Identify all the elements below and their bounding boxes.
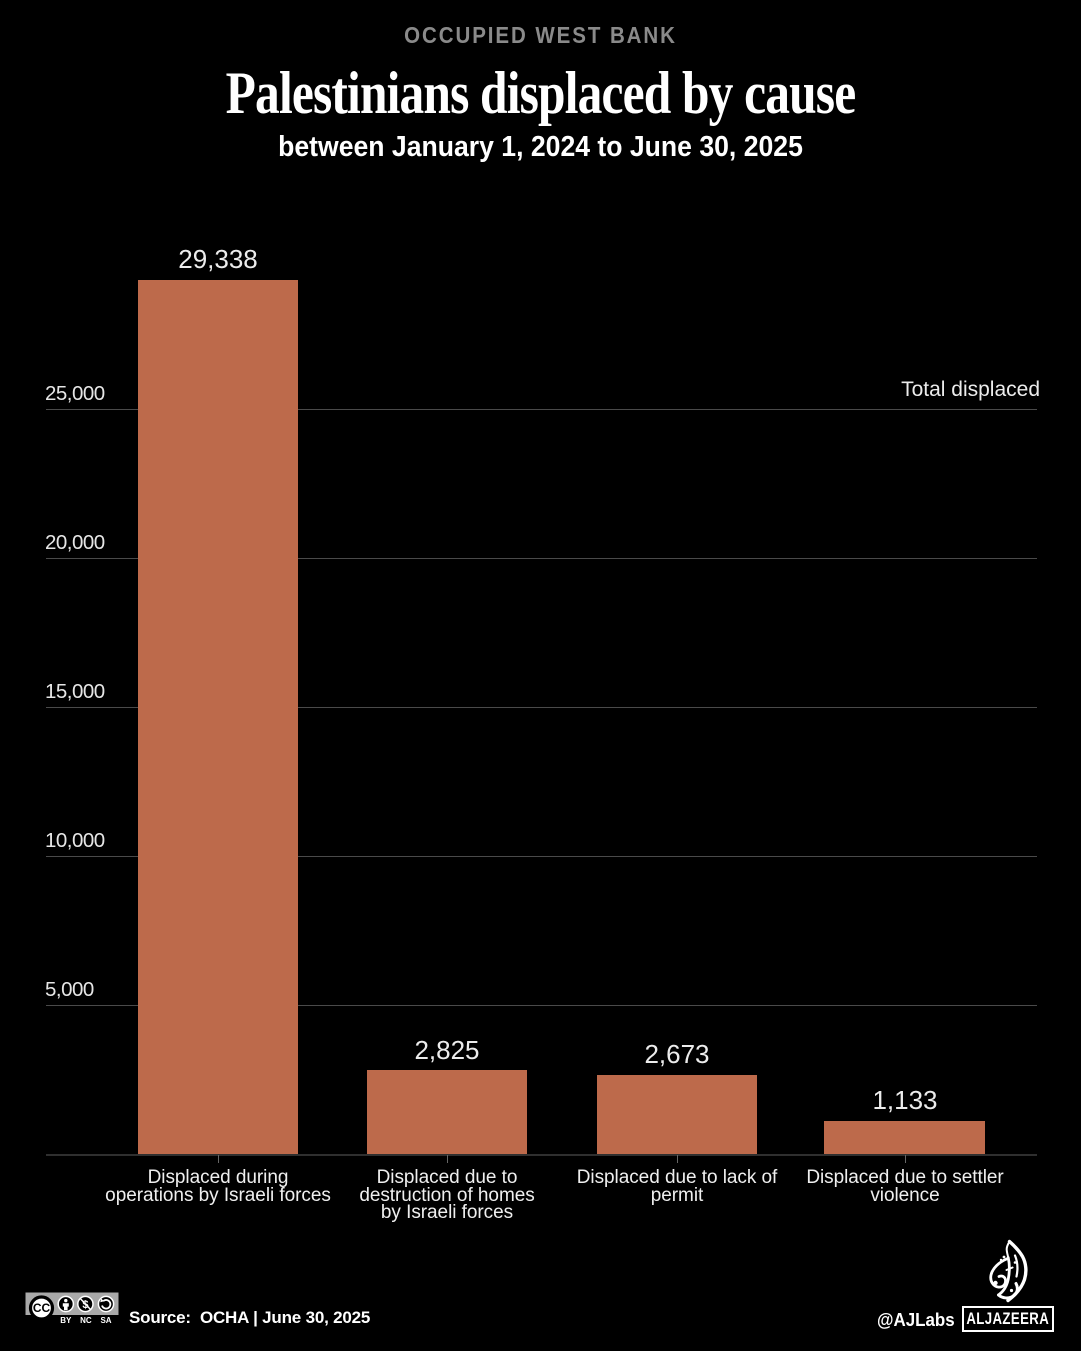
- svg-text:BY: BY: [60, 1316, 72, 1325]
- svg-text:CC: CC: [33, 1301, 51, 1315]
- svg-text:NC: NC: [80, 1316, 92, 1325]
- svg-text:SA: SA: [100, 1316, 111, 1325]
